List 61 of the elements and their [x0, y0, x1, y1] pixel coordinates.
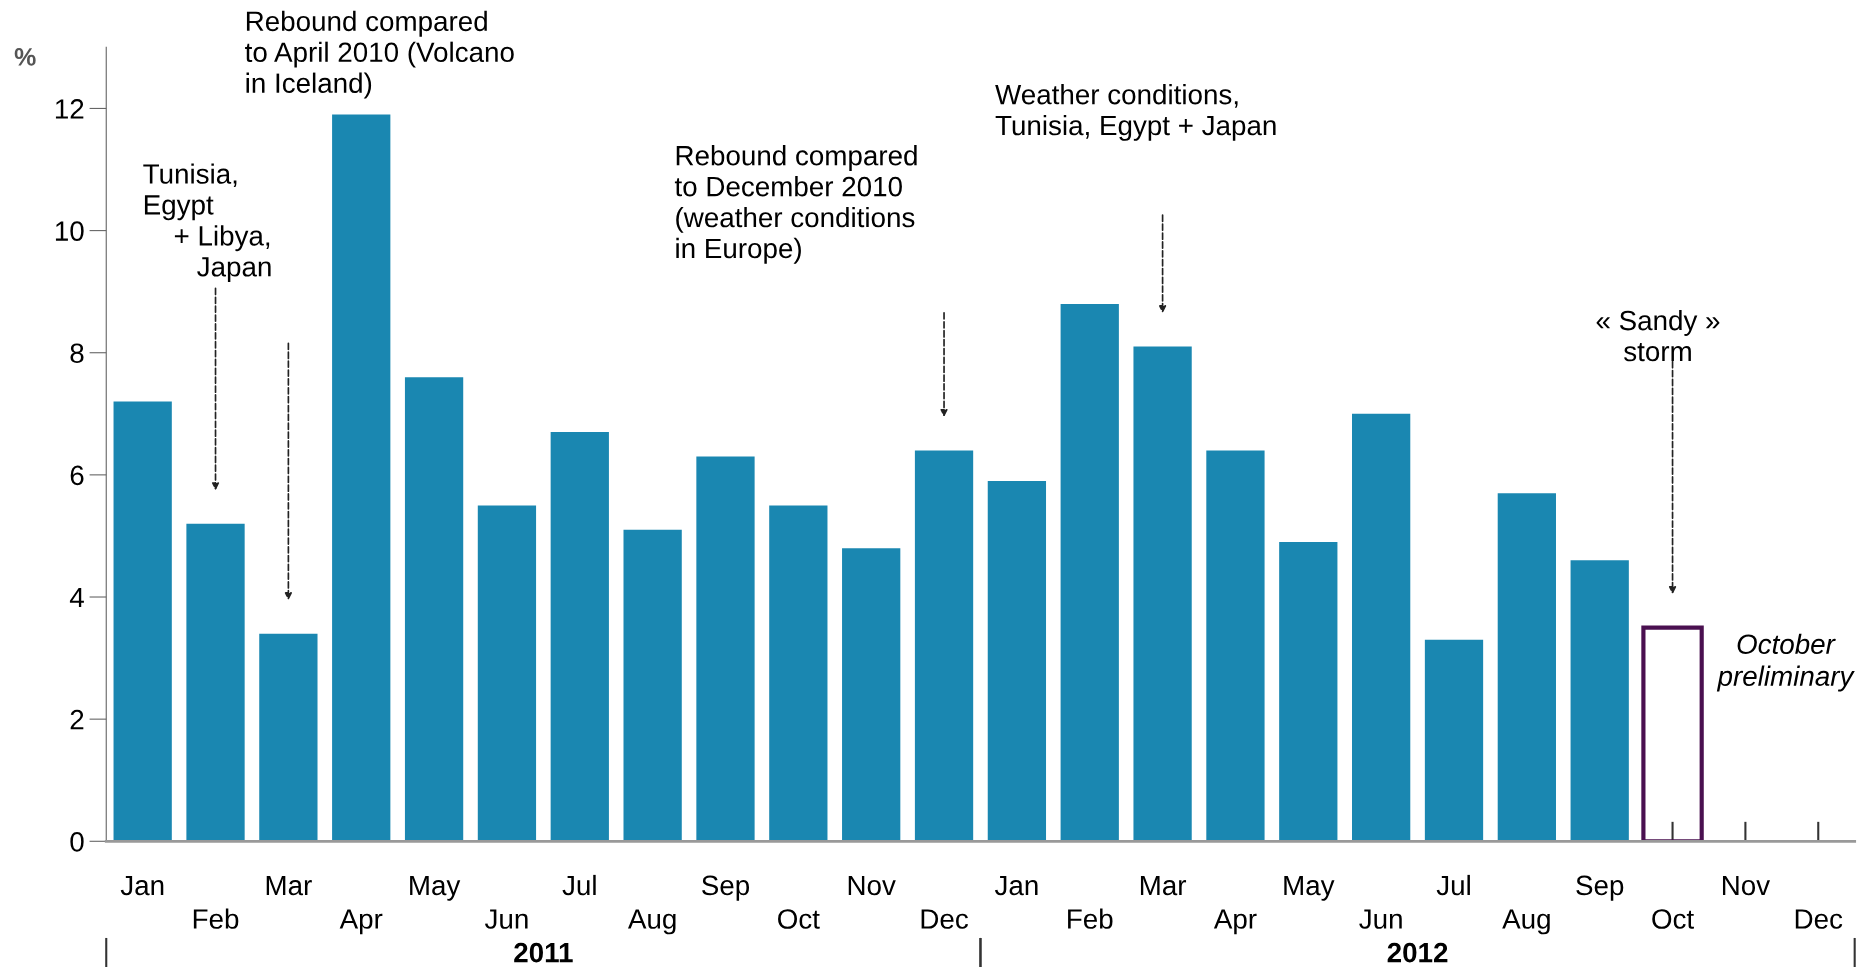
x-tick-label: Oct — [1652, 909, 1694, 929]
bar — [404, 377, 464, 842]
bar — [696, 456, 755, 842]
bar — [1133, 346, 1192, 842]
annotation: Rebound compared to April 2010 (Volcano in Iceland) — [245, 10, 514, 99]
y-tick-label: 2 — [70, 709, 84, 730]
x-tick-label: Nov — [1722, 875, 1771, 896]
x-tick-label: Oct — [778, 909, 820, 929]
bar — [477, 505, 537, 842]
x-tick-label: Feb — [1068, 908, 1113, 929]
x-tick-label: Apr — [339, 909, 383, 935]
bar — [623, 529, 682, 842]
x-tick-label: Dec — [1795, 909, 1843, 929]
annotation: « Sandy » storm — [1596, 309, 1720, 362]
x-tick-label: Jan — [994, 875, 1038, 896]
x-tick-label: Mar — [266, 875, 312, 896]
y-tick-label: 8 — [70, 343, 84, 364]
bar — [914, 450, 974, 842]
bar — [332, 114, 391, 842]
y-axis-title: % — [14, 48, 36, 66]
annotation: Rebound compared to December 2010 (weather conditions in Europe) — [674, 145, 917, 264]
y-tick-label: 0 — [70, 831, 84, 852]
x-tick-label: Jul — [562, 874, 596, 896]
y-tick-label: 10 — [55, 221, 84, 241]
annotation: Tunisia, Egypt + Libya, Japan — [143, 163, 271, 283]
x-tick-label: Apr — [1213, 909, 1257, 935]
y-tick-label: 6 — [70, 465, 84, 486]
x-tick-label: Sep — [1576, 875, 1624, 901]
bar — [1279, 542, 1338, 842]
bar — [186, 523, 245, 842]
bar — [259, 633, 318, 842]
x-tick-label: Sep — [702, 875, 750, 901]
x-tick-label: Jun — [1359, 909, 1402, 929]
x-tick-label: May — [1284, 875, 1335, 901]
text: 2012 — [1387, 942, 1448, 963]
bar — [1060, 303, 1119, 842]
x-tick-label: Aug — [627, 909, 676, 935]
x-tick-label: Nov — [848, 875, 896, 896]
bar — [1497, 493, 1556, 842]
bar — [550, 432, 609, 842]
bar — [1424, 639, 1484, 842]
bar — [1206, 450, 1265, 842]
bar — [113, 401, 172, 842]
x-tick-label: Jul — [1436, 874, 1470, 896]
annotation: Weather conditions, Tunisia, Egypt + Japan — [995, 84, 1276, 141]
bar — [842, 548, 901, 842]
x-tick-label: Aug — [1502, 909, 1550, 935]
x-tick-label: Mar — [1140, 875, 1187, 896]
series-label: October preliminary — [1716, 633, 1855, 692]
x-tick-label: Jan — [120, 875, 164, 896]
bar — [1570, 560, 1629, 842]
y-tick-label: 4 — [69, 587, 84, 608]
text: 2011 — [514, 942, 573, 963]
bar — [769, 505, 828, 842]
x-tick-label: Dec — [921, 909, 968, 929]
bar — [987, 480, 1047, 842]
bar — [1352, 413, 1411, 842]
x-tick-label: May — [410, 875, 461, 901]
x-tick-label: Jun — [484, 909, 528, 929]
y-tick-label: 12 — [55, 99, 84, 119]
x-tick-label: Feb — [193, 908, 239, 929]
